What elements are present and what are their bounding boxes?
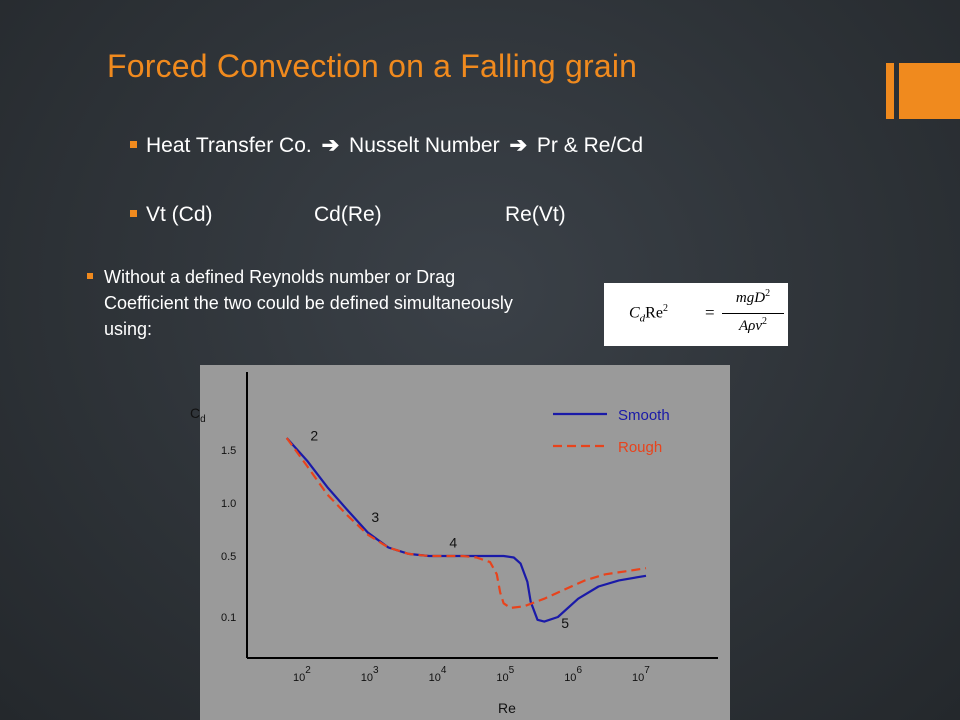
curve-point-label: 4 bbox=[449, 535, 457, 551]
equation-fraction-bar bbox=[722, 313, 784, 314]
equation-lhs: CdRe2 bbox=[629, 303, 668, 325]
bullet-2-part-a: Vt (Cd) bbox=[146, 203, 213, 226]
bullet-dependencies: Vt (Cd) bbox=[130, 203, 213, 227]
bullet-3-text: Without a defined Reynolds number or Dra… bbox=[104, 267, 513, 339]
curve-point-label: 2 bbox=[310, 427, 318, 443]
bullet-simultaneous-definition: Without a defined Reynolds number or Dra… bbox=[87, 264, 527, 342]
series-line-smooth bbox=[285, 437, 647, 623]
y-tick-label: 1.0 bbox=[221, 498, 236, 510]
right-arrow-icon: ➔ bbox=[509, 134, 528, 157]
x-tick-label: 104 bbox=[429, 665, 447, 684]
bullet-square-icon bbox=[130, 140, 137, 148]
bullet-1-part-b: Nusselt Number bbox=[349, 134, 500, 157]
x-tick-label: 103 bbox=[361, 665, 379, 684]
chart-x-axis-label: Re bbox=[498, 700, 516, 716]
accent-bar-thick bbox=[899, 63, 960, 119]
bullet-1-part-a: Heat Transfer Co. bbox=[146, 134, 312, 157]
equation-denominator: Aρν2 bbox=[738, 316, 768, 334]
legend-label-rough: Rough bbox=[618, 439, 662, 456]
series-line-rough bbox=[285, 437, 647, 609]
equation-equals: = bbox=[705, 303, 715, 322]
accent-bar-thin bbox=[886, 63, 894, 119]
curve-point-label: 5 bbox=[561, 615, 569, 631]
chart-y-axis-label: Cd bbox=[190, 405, 206, 425]
right-arrow-icon: ➔ bbox=[321, 134, 340, 157]
legend-label-smooth: Smooth bbox=[618, 407, 670, 424]
x-tick-label: 107 bbox=[632, 665, 650, 684]
y-tick-label: 1.5 bbox=[221, 445, 236, 457]
equation-numerator: mgD2 bbox=[735, 288, 771, 306]
equation-box: CdRe2 = mgD2 Aρν2 bbox=[604, 283, 788, 346]
y-tick-label: 0.1 bbox=[221, 612, 236, 624]
bullet-2-part-b: Cd(Re) bbox=[314, 203, 382, 226]
bullet-heat-transfer: Heat Transfer Co. ➔ Nusselt Number ➔ Pr … bbox=[130, 133, 643, 158]
y-tick-label: 0.5 bbox=[221, 551, 236, 563]
bullet-square-icon bbox=[87, 273, 93, 279]
bullet-1-part-c: Pr & Re/Cd bbox=[536, 134, 644, 157]
x-tick-label: 105 bbox=[496, 665, 514, 684]
bullet-2-part-c: Re(Vt) bbox=[505, 203, 566, 226]
curve-point-label: 3 bbox=[371, 509, 379, 525]
x-tick-label: 102 bbox=[293, 665, 311, 684]
x-tick-label: 106 bbox=[564, 665, 582, 684]
chart-background bbox=[200, 365, 730, 720]
bullet-square-icon bbox=[130, 209, 137, 217]
slide-title: Forced Convection on a Falling grain bbox=[107, 48, 638, 84]
